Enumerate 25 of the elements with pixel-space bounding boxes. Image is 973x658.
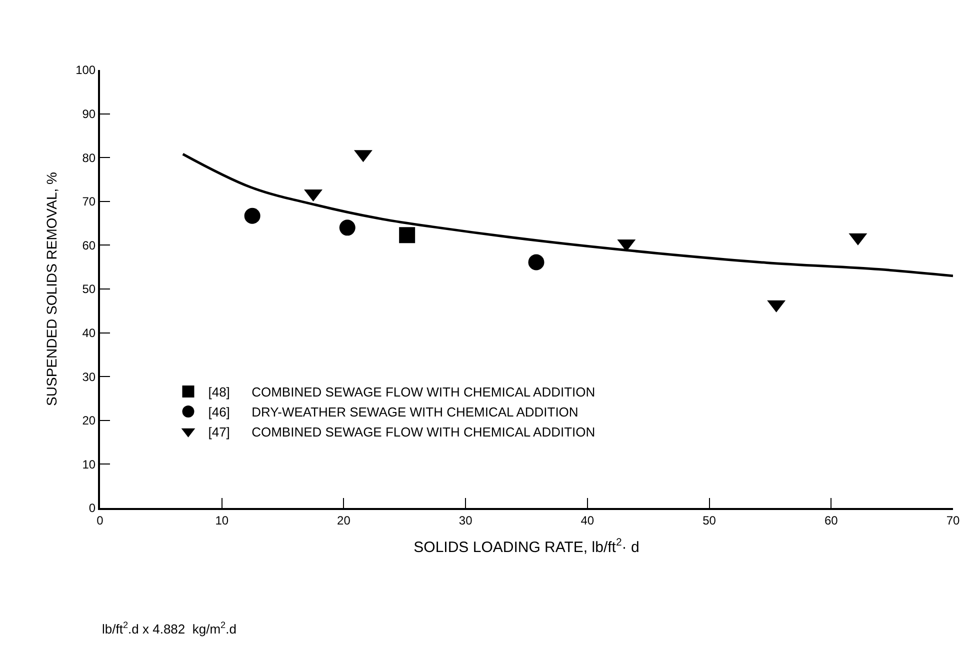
x-tick-label: 30 xyxy=(458,513,473,528)
y-tick-label: 30 xyxy=(82,370,96,384)
legend-label: [48] COMBINED SEWAGE FLOW WITH CHEMICAL ADDITION xyxy=(208,384,596,400)
x-axis-title: SOLIDS LOADING RATE, lb/ft$^{2}$· d xyxy=(414,536,640,556)
x-tick-label: 10 xyxy=(215,513,229,528)
text: lb/ft$^{2}$.d x 4.882 kg/m$^{2}$.d xyxy=(102,620,236,636)
y-tick-label: 20 xyxy=(82,414,96,428)
x-tick-label: 40 xyxy=(580,513,594,528)
legend-label: [46] DRY-WEATHER SEWAGE WITH CHEMICAL ADDITION xyxy=(208,404,578,420)
y-tick-label: 10 xyxy=(82,457,96,472)
y-tick-label: 60 xyxy=(82,238,96,252)
y-tick-label: 70 xyxy=(82,194,96,209)
y-tick-label: 100 xyxy=(76,63,96,78)
y-tick-label: 90 xyxy=(82,107,96,121)
x-tick-label: 70 xyxy=(946,513,960,528)
legend-label: [47] COMBINED SEWAGE FLOW WITH CHEMICAL ADDITION xyxy=(208,424,596,440)
x-tick-label: 20 xyxy=(337,513,351,528)
y-tick-label: 0 xyxy=(88,501,96,516)
x-tick-label: 50 xyxy=(702,513,716,528)
y-tick-label: 40 xyxy=(82,326,96,340)
y-axis-title: SUSPENDED SOLIDS REMOVAL, % xyxy=(44,172,60,406)
y-tick-label: 80 xyxy=(82,150,96,165)
line-series xyxy=(182,152,953,278)
y-tick-label: 50 xyxy=(82,282,96,296)
x-tick-label: 60 xyxy=(824,513,838,528)
